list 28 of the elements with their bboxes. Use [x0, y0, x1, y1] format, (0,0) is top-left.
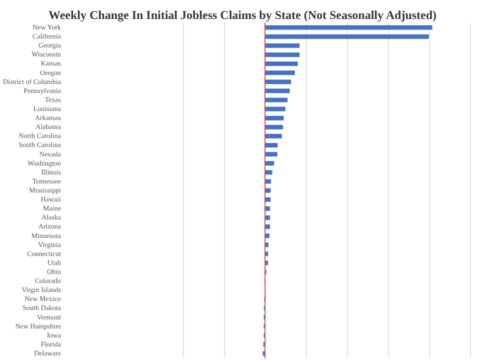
bar	[264, 197, 271, 202]
bar	[264, 124, 284, 130]
bar	[264, 98, 288, 102]
bar	[264, 152, 278, 157]
bar	[264, 116, 284, 120]
bar	[264, 80, 292, 84]
chart-title: Weekly Change In Initial Jobless Claims by State (Not Seasonally Adjusted)	[48, 8, 437, 22]
bar	[264, 61, 298, 66]
bar	[264, 70, 295, 76]
bar	[264, 215, 270, 220]
bar	[264, 224, 270, 229]
bar	[264, 88, 290, 94]
bar	[264, 161, 274, 166]
bar	[264, 25, 432, 30]
bar	[264, 242, 268, 248]
bar	[264, 170, 272, 175]
bar	[264, 206, 270, 211]
bar	[264, 260, 268, 266]
bar	[264, 179, 271, 184]
bar	[264, 188, 271, 193]
bar	[264, 106, 286, 112]
bar	[264, 142, 278, 148]
bar	[264, 34, 429, 39]
bar	[264, 234, 270, 238]
bar	[264, 43, 300, 48]
bar	[264, 134, 282, 138]
bar	[264, 252, 268, 256]
bar	[264, 52, 300, 57]
